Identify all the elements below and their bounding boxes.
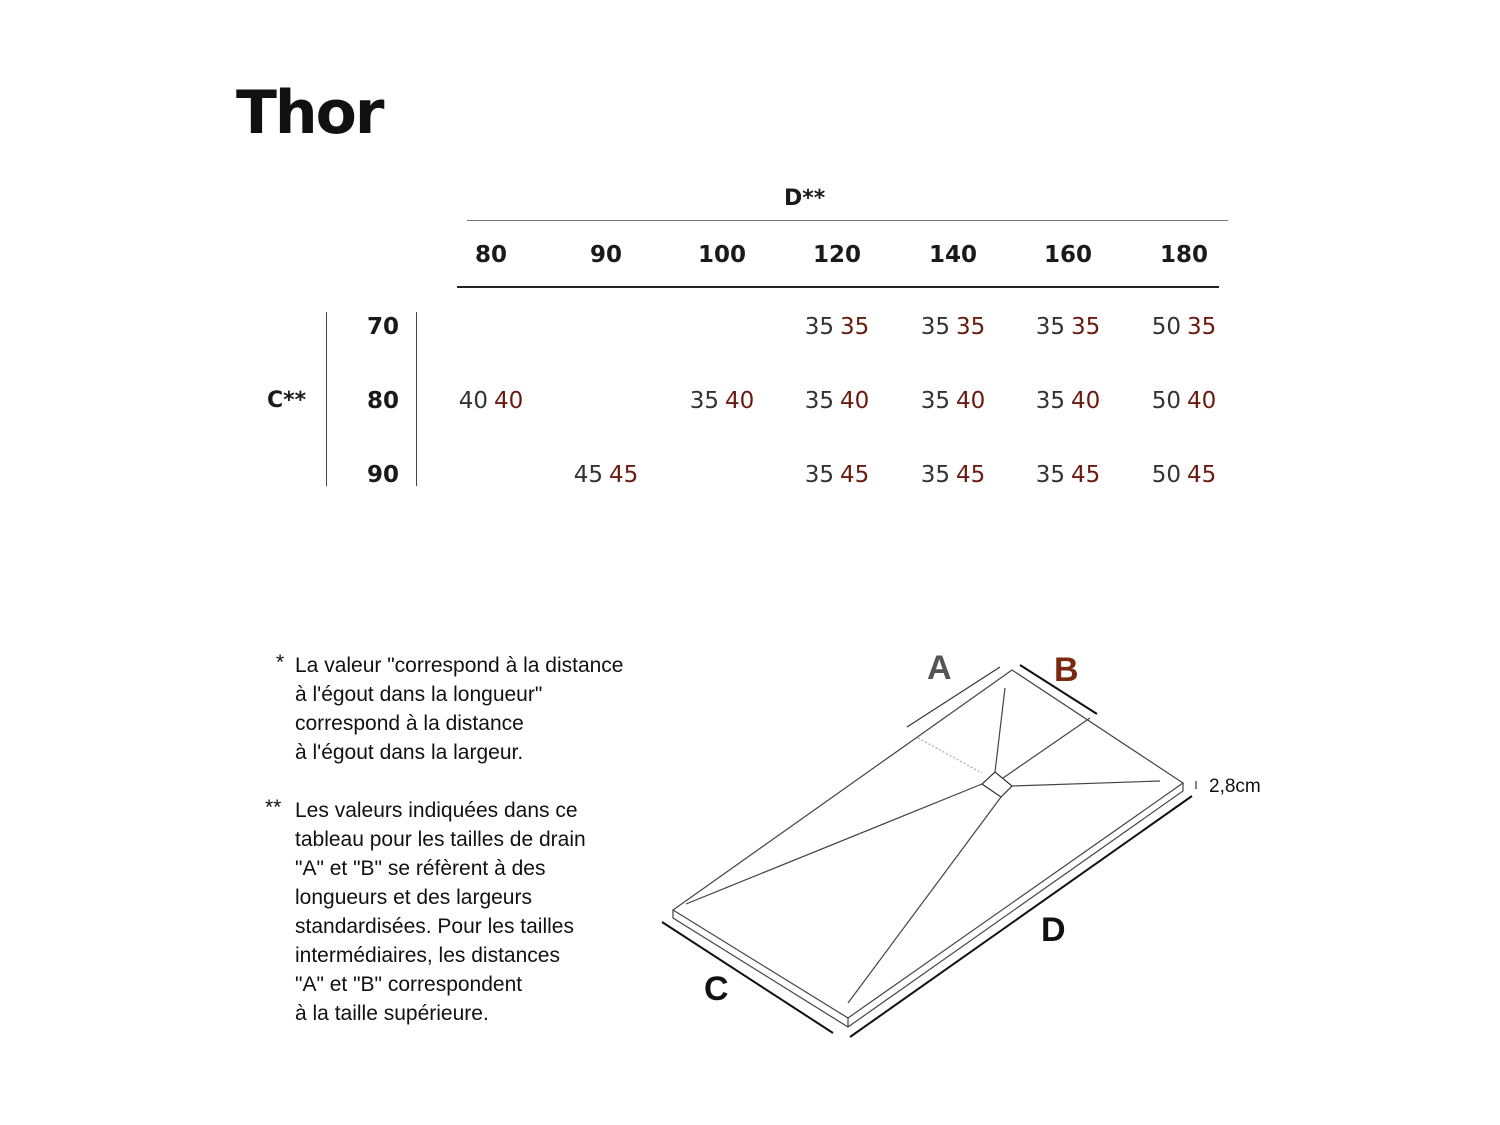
drain-distance-a: 35 [1035, 314, 1065, 340]
drain-distance-b: 35 [956, 314, 986, 340]
dimension-d [849, 795, 1193, 1038]
footnote-line: tableau pour les tailles de drain [295, 828, 586, 851]
drain-distance-b: 35 [1071, 314, 1101, 340]
drain-distance-b: 45 [956, 462, 986, 488]
product-title: Thor [236, 78, 384, 148]
divider [326, 312, 327, 486]
drain-distance-a: 50 [1151, 462, 1181, 488]
footnote-line: correspond à la distance [295, 712, 524, 735]
footnote-line: La valeur "correspond à la distance [295, 654, 624, 677]
table-cell: 35 45 [898, 462, 1008, 488]
label-c: C [704, 970, 729, 1008]
footnote-text: La valeur "correspond à la distance à l'é… [295, 651, 675, 767]
column-header: 80 [474, 242, 507, 268]
drain-distance-b: 40 [840, 388, 870, 414]
column-header: 160 [1043, 242, 1092, 268]
row-header: 70 [366, 314, 399, 340]
footnote-line: Les valeurs indiquées dans ce [295, 799, 578, 822]
drain-distance-b: 35 [1187, 314, 1217, 340]
footnote-line: longueurs et des largeurs [295, 886, 532, 909]
drain-distance-b: 40 [494, 388, 524, 414]
table-cell: 35 45 [782, 462, 892, 488]
table-cell: 35 35 [1013, 314, 1123, 340]
divider [457, 286, 1219, 288]
row-group-label: C** [267, 388, 307, 413]
table-cell: 50 45 [1129, 462, 1239, 488]
footnote-line: "A" et "B" correspondent [295, 973, 523, 996]
footnote-line: standardisées. Pour les tailles [295, 915, 574, 938]
drain-distance-a: 50 [1151, 388, 1181, 414]
divider [416, 312, 417, 486]
label-a: A [927, 649, 952, 687]
drain-distance-a: 35 [1035, 388, 1065, 414]
footnote-marker: * [276, 651, 285, 674]
footnote-line: à la taille supérieure. [295, 1002, 489, 1025]
footnote-line: à l'égout dans la longueur" [295, 683, 543, 706]
table-cell: 45 45 [551, 462, 661, 488]
footnote-text: Les valeurs indiquées dans ce tableau pou… [295, 796, 675, 1028]
drain-distance-b: 40 [1187, 388, 1217, 414]
dimension-c [661, 921, 834, 1034]
drain-distance-b: 35 [840, 314, 870, 340]
column-header: 140 [928, 242, 977, 268]
column-header: 90 [589, 242, 622, 268]
drain-distance-a: 35 [920, 462, 950, 488]
column-group-label: D** [784, 186, 826, 211]
table-cell: 35 40 [782, 388, 892, 414]
drain-icon [981, 771, 1013, 798]
footnote-marker: ** [265, 796, 282, 819]
table-cell: 35 35 [898, 314, 1008, 340]
drain-distance-a: 35 [689, 388, 719, 414]
drain-distance-a: 40 [458, 388, 488, 414]
table-cell: 35 40 [898, 388, 1008, 414]
column-header: 120 [812, 242, 861, 268]
drain-distance-a: 35 [804, 314, 834, 340]
table-cell: 35 40 [667, 388, 777, 414]
drain-distance-a: 45 [573, 462, 603, 488]
label-d: D [1041, 911, 1066, 949]
table-cell: 50 35 [1129, 314, 1239, 340]
drain-distance-a: 50 [1151, 314, 1181, 340]
row-header: 90 [366, 462, 399, 488]
drain-distance-a: 35 [920, 314, 950, 340]
drain-distance-b: 45 [1071, 462, 1101, 488]
thickness-label: 2,8cm [1209, 776, 1261, 797]
drain-distance-b: 40 [1071, 388, 1101, 414]
drain-distance-b: 40 [725, 388, 755, 414]
dimension-b [1019, 664, 1098, 715]
drain-distance-a: 35 [804, 388, 834, 414]
drain-distance-a: 35 [920, 388, 950, 414]
column-header: 100 [697, 242, 746, 268]
label-b: B [1054, 651, 1079, 689]
drain-distance-b: 45 [1187, 462, 1217, 488]
tray-edge [672, 783, 1184, 1028]
table-cell: 40 40 [436, 388, 546, 414]
footnote-line: "A" et "B" se réfèrent à des [295, 857, 546, 880]
dimension-a [906, 666, 1001, 728]
drain-distance-b: 40 [956, 388, 986, 414]
divider [467, 220, 1228, 221]
drain-distance-b: 45 [609, 462, 639, 488]
column-header: 180 [1159, 242, 1208, 268]
footnote-line: intermédiaires, les distances [295, 944, 560, 967]
table-cell: 35 40 [1013, 388, 1123, 414]
table-cell: 35 35 [782, 314, 892, 340]
drain-distance-a: 35 [804, 462, 834, 488]
drain-distance-a: 35 [1035, 462, 1065, 488]
drain-distance-b: 45 [840, 462, 870, 488]
footnote-line: à l'égout dans la largeur. [295, 741, 524, 764]
row-header: 80 [366, 388, 399, 414]
table-cell: 35 45 [1013, 462, 1123, 488]
table-cell: 50 40 [1129, 388, 1239, 414]
